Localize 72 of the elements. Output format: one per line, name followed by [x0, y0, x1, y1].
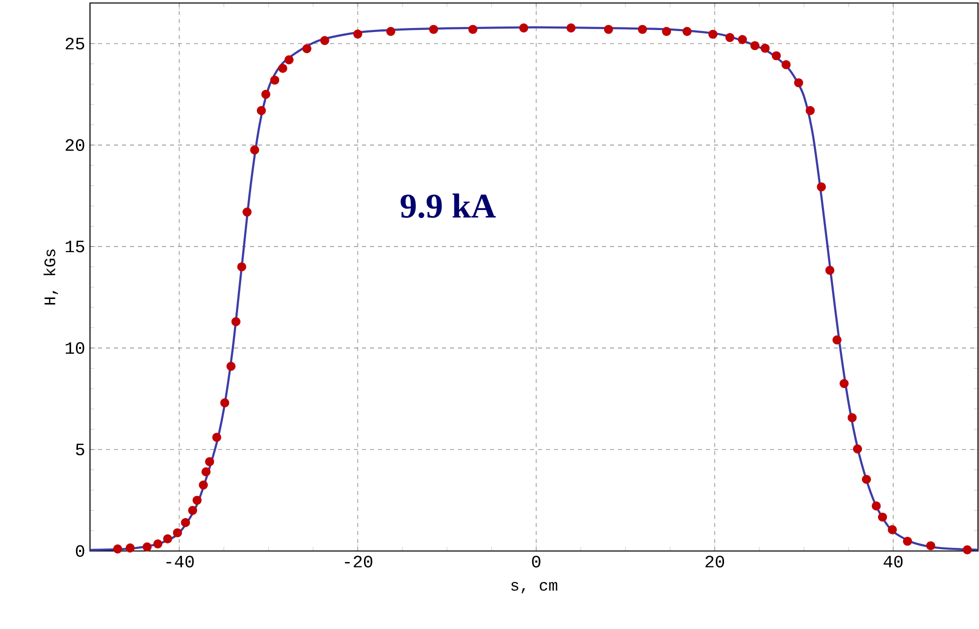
y-tick-label: 0	[76, 545, 84, 557]
point	[302, 44, 312, 54]
point	[220, 398, 230, 408]
y-tick-label: 5	[76, 444, 84, 456]
point	[708, 30, 718, 39]
point	[760, 44, 770, 53]
point	[237, 262, 246, 272]
point	[872, 501, 881, 510]
point	[429, 24, 438, 34]
point	[198, 480, 208, 490]
y-tick-label: 10	[66, 342, 84, 354]
line-series	[90, 26, 978, 551]
point	[725, 32, 734, 42]
point	[212, 432, 222, 442]
point	[926, 541, 936, 550]
point	[816, 182, 826, 192]
point	[750, 41, 760, 50]
point	[270, 76, 280, 85]
point	[113, 544, 122, 554]
point	[638, 24, 647, 34]
point	[772, 51, 781, 60]
point	[256, 106, 266, 116]
point	[682, 26, 692, 36]
point	[794, 78, 804, 88]
point	[201, 467, 211, 476]
annotation: 9.9 kA	[400, 193, 496, 218]
point	[188, 506, 198, 515]
y-tick-label: 25	[66, 38, 84, 50]
point	[840, 379, 849, 388]
point	[353, 30, 362, 39]
point	[468, 24, 478, 34]
point	[878, 512, 888, 522]
point	[888, 525, 897, 534]
point	[172, 528, 182, 538]
point	[205, 457, 214, 466]
point	[825, 266, 834, 275]
point	[231, 317, 240, 326]
point	[848, 413, 857, 422]
point	[180, 518, 190, 528]
point	[566, 23, 576, 32]
x-tick-label: 0	[532, 556, 540, 568]
point	[806, 106, 815, 116]
point	[278, 64, 288, 73]
point	[153, 539, 162, 548]
point	[386, 26, 396, 36]
x-tick-label: -40	[166, 556, 194, 568]
point	[320, 36, 330, 46]
point	[142, 542, 152, 552]
y-tick-label: 15	[66, 240, 84, 252]
point	[738, 34, 747, 44]
point	[782, 60, 791, 70]
point	[604, 24, 614, 34]
point	[226, 362, 236, 371]
point	[832, 335, 842, 344]
y-tick-label: 20	[66, 139, 84, 151]
point	[862, 474, 871, 484]
point	[163, 534, 172, 544]
point	[519, 23, 528, 32]
point	[242, 208, 252, 217]
x-axis-title: s, cm	[511, 582, 558, 594]
y-axis-title: H, kGs	[44, 250, 58, 305]
point	[852, 444, 862, 454]
x-tick-label: 40	[884, 556, 903, 568]
point	[126, 543, 135, 552]
x-tick-label: 20	[706, 556, 724, 568]
point	[261, 90, 270, 99]
point	[192, 496, 202, 505]
point	[902, 536, 912, 546]
point	[250, 145, 260, 154]
point	[662, 26, 672, 36]
x-tick-label: -20	[344, 556, 372, 568]
point	[284, 55, 294, 64]
